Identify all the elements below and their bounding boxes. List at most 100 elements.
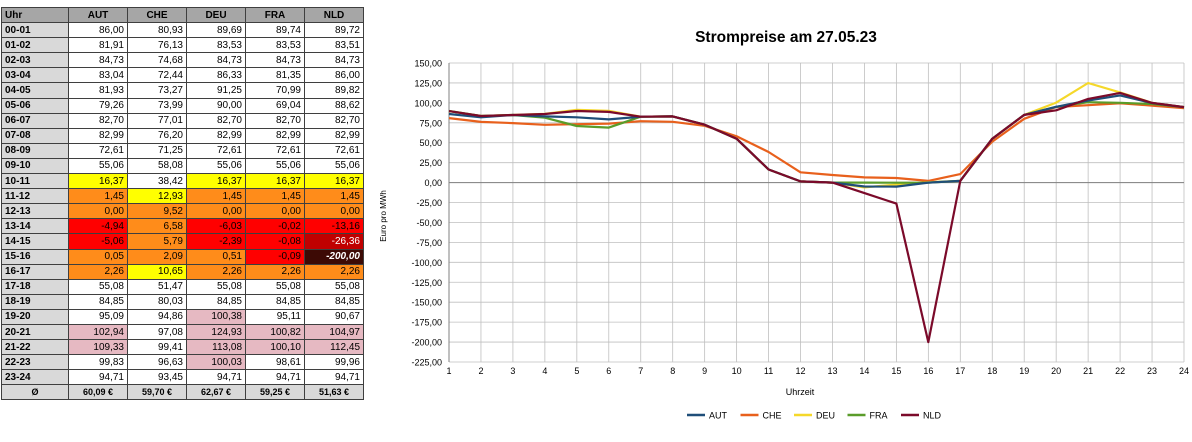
price-cell-fra: 70,99: [245, 82, 305, 99]
price-cell-che: 72,44: [127, 67, 187, 84]
hour-cell: 16-17: [1, 263, 69, 280]
price-cell-che: 5,79: [127, 233, 187, 250]
hour-cell: 12-13: [1, 203, 69, 220]
x-tick-label: 21: [1083, 366, 1093, 376]
x-tick-label: 9: [702, 366, 707, 376]
y-tick-label: 75,00: [419, 118, 442, 128]
price-cell-aut: 94,71: [68, 369, 128, 386]
table-row: 07-08 82,99 76,20 82,99 82,99 82,99: [1, 127, 364, 144]
price-cell-che: 76,13: [127, 37, 187, 54]
legend-label-aut: AUT: [709, 411, 728, 421]
y-tick-label: 100,00: [414, 98, 442, 108]
price-cell-aut: 72,61: [68, 142, 128, 159]
price-cell-aut: 55,06: [68, 157, 128, 175]
table-row: 09-10 55,06 58,08 55,06 55,06 55,06: [1, 157, 364, 175]
average-cell-fra: 59,25 €: [245, 384, 305, 401]
hour-cell: 14-15: [1, 233, 69, 250]
price-cell-deu: 94,71: [186, 369, 246, 386]
x-tick-label: 14: [859, 366, 869, 376]
y-axis-label: Euro pro MWh: [379, 190, 388, 242]
price-cell-deu: 1,45: [186, 188, 246, 205]
series-line-deu: [448, 81, 1185, 189]
price-cell-fra: -0,08: [245, 233, 305, 250]
table-body: 00-01 86,00 80,93 89,69 89,74 89,72 01-02 81,91…: [1, 22, 364, 401]
hour-cell: 15-16: [1, 248, 69, 265]
x-tick-label: 8: [670, 366, 675, 376]
header-hour: Uhr: [1, 6, 69, 24]
price-cell-deu: 84,85: [186, 293, 246, 310]
average-row: Ø 60,09 €59,70 €62,67 €59,25 €51,63 €: [1, 384, 364, 401]
y-tick-label: -225,00: [411, 358, 442, 368]
price-cell-aut: 2,26: [68, 263, 128, 280]
price-table: Uhr AUT CHE DEU FRA NLD 00-01 86,00 80,93 89,69 8…: [1, 6, 364, 401]
x-tick-label: 24: [1179, 366, 1189, 376]
price-cell-nld: -13,16: [304, 218, 364, 235]
hour-cell: 13-14: [1, 218, 69, 235]
price-cell-aut: 0,05: [68, 248, 128, 265]
table-row: 08-09 72,61 71,25 72,61 72,61 72,61: [1, 142, 364, 159]
price-cell-che: 2,09: [127, 248, 187, 265]
price-cell-nld: 55,06: [304, 157, 364, 175]
table-row: 19-20 95,09 94,86 100,38 95,11 90,67: [1, 308, 364, 325]
price-cell-deu: 100,38: [186, 308, 246, 325]
price-cell-fra: -0,09: [245, 248, 305, 265]
chart-grid: [448, 62, 1185, 363]
price-cell-fra: 84,73: [245, 52, 305, 69]
price-cell-che: 9,52: [127, 203, 187, 220]
y-tick-label: 125,00: [414, 78, 442, 88]
price-cell-che: 10,65: [127, 263, 187, 280]
hour-cell: 09-10: [1, 157, 69, 175]
price-cell-nld: 1,45: [304, 188, 364, 205]
average-cell-nld: 51,63 €: [304, 384, 364, 401]
x-tick-label: 13: [827, 366, 837, 376]
price-cell-deu: 86,33: [186, 67, 246, 84]
y-tick-label: -50,00: [416, 218, 442, 228]
price-cell-aut: 81,91: [68, 37, 128, 54]
average-cell-che: 59,70 €: [127, 384, 187, 401]
hour-cell: 03-04: [1, 67, 69, 84]
price-cell-che: 99,41: [127, 339, 187, 356]
x-tick-label: 22: [1115, 366, 1125, 376]
price-cell-aut: 102,94: [68, 323, 128, 341]
price-cell-aut: 1,45: [68, 188, 128, 205]
hour-cell: 04-05: [1, 82, 69, 99]
price-cell-fra: 94,71: [245, 369, 305, 386]
x-tick-label: 23: [1147, 366, 1157, 376]
hour-cell: 20-21: [1, 323, 69, 341]
price-cell-deu: 16,37: [186, 173, 246, 190]
price-cell-nld: -26,36: [304, 233, 364, 250]
hour-cell: 08-09: [1, 142, 69, 159]
table-row: 04-05 81,93 73,27 91,25 70,99 89,82: [1, 82, 364, 99]
y-tick-label: 50,00: [419, 138, 442, 148]
x-tick-label: 2: [478, 366, 483, 376]
price-cell-fra: 100,82: [245, 323, 305, 341]
price-cell-aut: 81,93: [68, 82, 128, 99]
table-row: 22-23 99,83 96,63 100,03 98,61 99,96: [1, 354, 364, 371]
chart-legend: AUT CHE DEU FRA NLD: [687, 411, 942, 421]
price-cell-che: 76,20: [127, 127, 187, 144]
average-label: Ø: [1, 384, 69, 401]
table-row: 05-06 79,26 73,99 90,00 69,04 88,62: [1, 97, 364, 114]
price-cell-aut: 99,83: [68, 354, 128, 371]
price-cell-deu: 72,61: [186, 142, 246, 159]
price-cell-aut: 79,26: [68, 97, 128, 114]
x-tick-label: 20: [1051, 366, 1061, 376]
header-aut: AUT: [68, 6, 128, 24]
price-cell-nld: 86,00: [304, 67, 364, 84]
price-cell-deu: 55,08: [186, 278, 246, 295]
price-cell-aut: 16,37: [68, 173, 128, 190]
price-cell-fra: 82,70: [245, 112, 305, 129]
y-tick-label: -150,00: [411, 298, 442, 308]
y-tick-label: -200,00: [411, 338, 442, 348]
hour-cell: 21-22: [1, 339, 69, 356]
y-tick-label: 0,00: [424, 178, 442, 188]
hour-cell: 11-12: [1, 188, 69, 205]
table-row: 23-24 94,71 93,45 94,71 94,71 94,71: [1, 369, 364, 386]
price-cell-deu: -2,39: [186, 233, 246, 250]
price-cell-nld: 55,08: [304, 278, 364, 295]
price-cell-aut: 82,70: [68, 112, 128, 129]
price-cell-che: 80,03: [127, 293, 187, 310]
y-tick-label: -100,00: [411, 258, 442, 268]
table-row: 11-12 1,45 12,93 1,45 1,45 1,45: [1, 188, 364, 205]
table-row: 03-04 83,04 72,44 86,33 81,35 86,00: [1, 67, 364, 84]
